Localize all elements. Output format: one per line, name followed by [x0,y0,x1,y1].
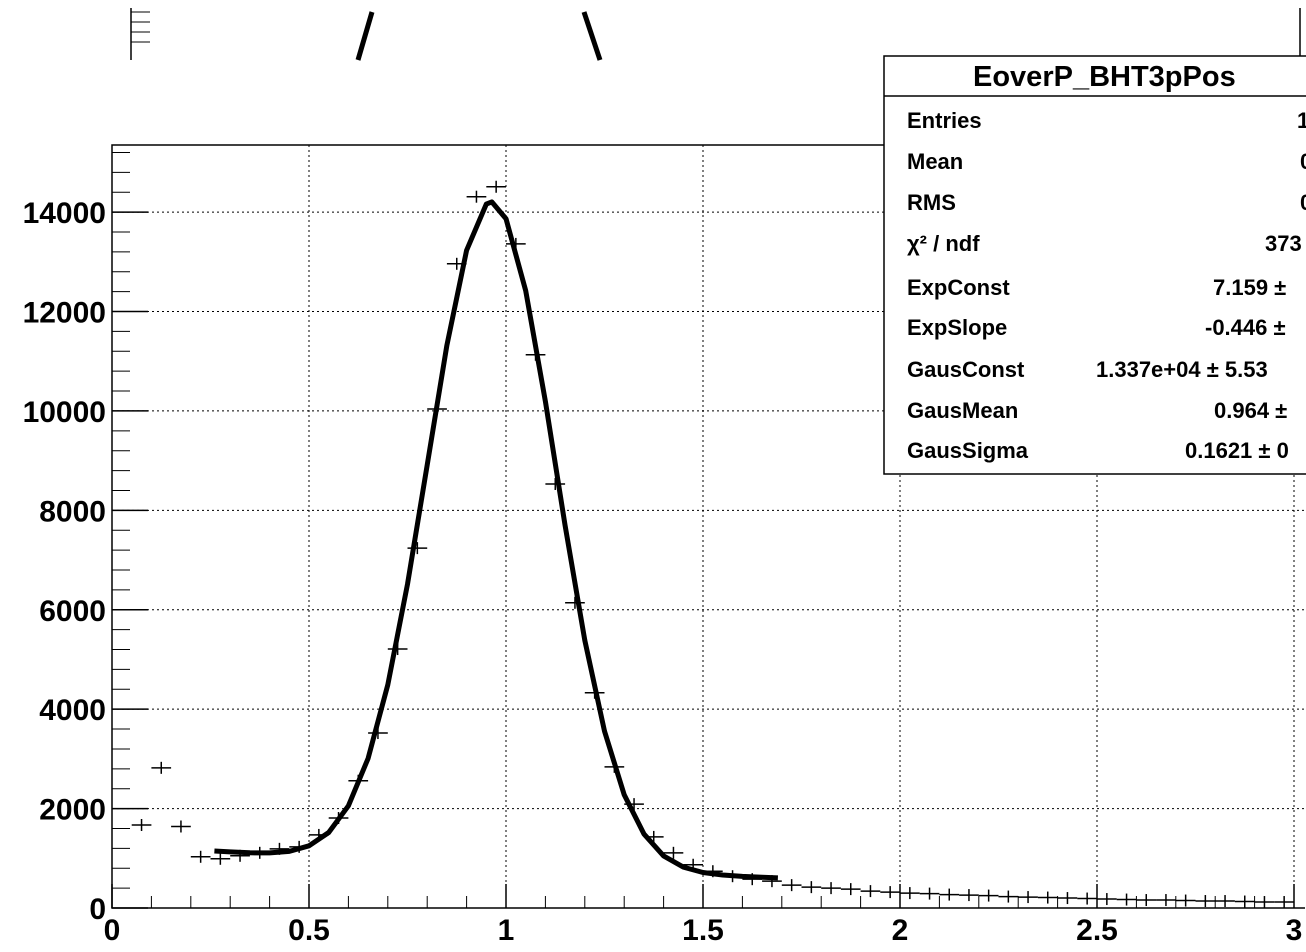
data-point [1175,894,1196,907]
stats-label: Mean [907,149,963,174]
stats-label: RMS [907,190,956,215]
stats-value: 1 [1297,108,1306,133]
x-tick-label: 1 [498,914,515,947]
stats-value: 0 [1300,149,1306,174]
x-tick-label: 2.5 [1076,914,1118,947]
data-point [998,890,1019,903]
data-point [801,881,822,894]
data-point [210,852,231,865]
stats-label: GausConst [907,357,1025,382]
x-tick-label: 2 [892,914,909,947]
data-point [1116,893,1137,906]
stats-value: 0 [1300,190,1306,215]
y-tick-label: 2000 [39,794,106,827]
data-point [919,887,940,900]
data-point [1018,891,1038,904]
data-point [1156,894,1176,907]
data-point [880,886,900,899]
data-point [1215,895,1235,908]
data-point [1136,894,1157,907]
data-point [151,761,172,774]
data-point [1254,896,1275,909]
stats-value: 0.1621 ± 0 [1185,438,1289,463]
data-point [1234,895,1255,908]
data-point [1037,891,1058,904]
data-point [781,879,802,892]
stats-value: 373 [1265,231,1302,256]
data-point [1195,895,1216,908]
x-tick-label: 3 [1286,914,1303,947]
stats-label: ExpConst [907,275,1010,300]
y-tick-label: 4000 [39,694,106,727]
data-point [131,818,152,831]
y-tick-label: 8000 [39,495,106,528]
data-point [939,888,960,901]
stats-label: GausMean [907,398,1018,423]
data-point [978,889,999,902]
y-tick-label: 10000 [23,396,106,429]
stats-label: GausSigma [907,438,1029,463]
data-point [486,180,506,193]
data-point [565,596,585,609]
plot-frame [111,144,1305,909]
data-point [466,190,487,203]
stats-box [883,55,1306,475]
y-tick-label: 0 [89,893,106,926]
data-point [860,885,881,898]
stats-value: 7.159 ± [1213,275,1286,300]
y-tick-label: 12000 [23,297,106,330]
stats-value: 0.964 ± [1214,398,1287,423]
data-point [1097,893,1117,906]
data-point [663,846,684,859]
stats-value: 1.337e+04 ± 5.53 [1096,357,1268,382]
data-point [821,882,841,895]
x-tick-label: 1.5 [682,914,724,947]
data-point [171,820,191,833]
data-point [1274,896,1294,909]
data-point [840,883,861,896]
data-point [1057,892,1078,905]
data-point [1077,892,1097,905]
data-point [545,478,566,491]
fragment-curve [581,11,603,61]
stats-value: -0.446 ± [1205,315,1286,340]
stats-label: ExpSlope [907,315,1007,340]
data-point [959,889,979,902]
y-tick-label: 6000 [39,595,106,628]
stats-label: χ² / ndf [907,231,980,256]
x-tick-label: 0.5 [288,914,330,947]
data-point [407,542,428,555]
fit-curve [214,199,779,881]
data-point [190,850,211,863]
stats-title: EoverP_BHT3pPos [973,61,1236,93]
y-tick-label: 14000 [23,197,106,230]
x-tick-label: 0 [104,914,121,947]
data-point [900,887,920,900]
stats-label: Entries [907,108,982,133]
fragment-curve [355,11,375,61]
top-fragment [130,8,1301,61]
